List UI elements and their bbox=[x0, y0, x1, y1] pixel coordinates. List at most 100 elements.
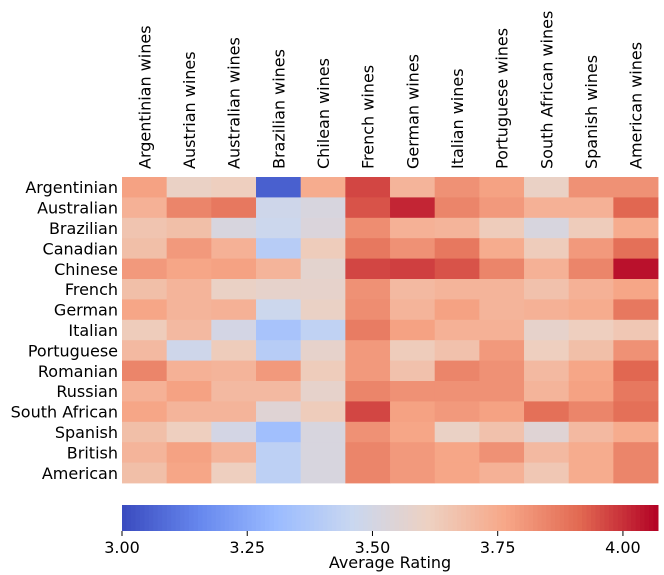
colorbar-slice bbox=[421, 505, 427, 531]
colorbar-slice bbox=[242, 505, 248, 531]
colorbar-tick-label: 3.50 bbox=[355, 538, 391, 557]
heatmap-cell bbox=[390, 299, 436, 321]
colorbar-slice bbox=[287, 505, 293, 531]
heatmap-cell bbox=[122, 258, 168, 280]
heatmap-cell bbox=[613, 442, 659, 463]
x-axis-tick-labels: Argentinian wines Austrian wines Australia… bbox=[135, 11, 645, 169]
colorbar-slice bbox=[541, 505, 547, 531]
y-tick-label: German bbox=[54, 301, 118, 320]
colorbar-slice bbox=[323, 505, 328, 531]
y-tick-label: British bbox=[67, 443, 118, 462]
colorbar-slice bbox=[331, 505, 337, 531]
colorbar-slice bbox=[251, 505, 257, 531]
colorbar-ticks: 3.00 3.25 3.50 3.75 4.00 bbox=[104, 531, 641, 557]
heatmap-cell bbox=[390, 197, 436, 219]
colorbar-slice bbox=[653, 505, 659, 531]
heatmap-cell bbox=[122, 381, 168, 402]
heatmap-cell bbox=[166, 238, 212, 259]
heatmap-cell bbox=[122, 442, 168, 463]
heatmap-cell bbox=[524, 217, 570, 239]
colorbar-slice bbox=[470, 505, 476, 531]
colorbar-slice bbox=[595, 505, 601, 531]
heatmap-cell bbox=[122, 299, 168, 321]
colorbar-slice bbox=[215, 505, 221, 531]
colorbar-slice bbox=[157, 505, 163, 531]
y-tick-label: French bbox=[65, 280, 118, 299]
heatmap-cell bbox=[434, 238, 480, 259]
heatmap-cell bbox=[300, 177, 346, 198]
y-tick-label: Italian bbox=[68, 321, 118, 340]
x-tick-label: Chilean wines bbox=[314, 58, 333, 169]
heatmap-cell bbox=[122, 340, 168, 361]
colorbar-slice bbox=[564, 505, 570, 531]
colorbar-slice bbox=[211, 505, 217, 531]
heatmap-cell bbox=[256, 319, 302, 341]
heatmap-cell bbox=[345, 421, 391, 443]
y-tick-label: Canadian bbox=[43, 239, 118, 258]
heatmap-cell bbox=[345, 340, 391, 361]
x-tick-label: Argentinian wines bbox=[135, 25, 154, 169]
colorbar-slice bbox=[497, 505, 503, 531]
x-tick-label: Italian wines bbox=[448, 68, 467, 169]
heatmap-cell bbox=[122, 360, 168, 382]
heatmap-cell bbox=[211, 279, 257, 300]
heatmap-cell bbox=[256, 442, 302, 463]
y-tick-label: American bbox=[42, 464, 118, 483]
heatmap-cell bbox=[345, 217, 391, 239]
heatmap-cell bbox=[434, 421, 480, 443]
colorbar-slice bbox=[220, 505, 226, 531]
colorbar-slice bbox=[291, 505, 297, 531]
heatmap-cell bbox=[211, 340, 257, 361]
colorbar-slice bbox=[345, 505, 351, 531]
colorbar-slice bbox=[139, 505, 145, 531]
colorbar-slice bbox=[452, 505, 458, 531]
colorbar-slice bbox=[130, 505, 136, 531]
heatmap-cell bbox=[434, 299, 480, 321]
colorbar-slice bbox=[416, 505, 422, 531]
heatmap-cell bbox=[256, 217, 302, 239]
heatmap-cell bbox=[390, 217, 436, 239]
heatmap-cell bbox=[479, 401, 525, 423]
heatmap-cell bbox=[613, 401, 659, 423]
heatmap-cell bbox=[568, 381, 614, 402]
colorbar-slice bbox=[501, 505, 507, 531]
heatmap-cell bbox=[613, 462, 659, 484]
colorbar-slice bbox=[180, 505, 186, 531]
heatmap-cell bbox=[256, 381, 302, 402]
colorbar-tick-label: 3.25 bbox=[229, 538, 265, 557]
heatmap-cell bbox=[390, 462, 436, 484]
heatmap-cell bbox=[390, 340, 436, 361]
heatmap-cell bbox=[256, 462, 302, 484]
heatmap-cell bbox=[345, 381, 391, 402]
colorbar-slice bbox=[260, 505, 266, 531]
heatmap-cell bbox=[524, 197, 570, 219]
heatmap-cell bbox=[345, 360, 391, 382]
colorbar-slice bbox=[314, 505, 320, 531]
x-tick-label: South African wines bbox=[537, 11, 556, 169]
colorbar-slice bbox=[573, 505, 579, 531]
heatmap-cell bbox=[613, 381, 659, 402]
colorbar-slice bbox=[586, 505, 592, 531]
heatmap-cell bbox=[568, 319, 614, 341]
heatmap-cell bbox=[211, 258, 257, 280]
colorbar-slice bbox=[381, 505, 387, 531]
heatmap-cell bbox=[345, 177, 391, 198]
heatmap-cell bbox=[122, 238, 168, 259]
heatmap-cell bbox=[524, 401, 570, 423]
heatmap-cell bbox=[479, 462, 525, 484]
colorbar-label: Average Rating bbox=[329, 553, 451, 572]
y-tick-label: Portuguese bbox=[28, 341, 118, 360]
colorbar-slice bbox=[443, 505, 449, 531]
colorbar-slice bbox=[336, 505, 342, 531]
colorbar-slice bbox=[273, 505, 279, 531]
heatmap-cell bbox=[122, 401, 168, 423]
x-tick-label: Austrian wines bbox=[180, 51, 199, 169]
heatmap-cell bbox=[390, 319, 436, 341]
heatmap-cell bbox=[256, 197, 302, 219]
colorbar-slice bbox=[122, 505, 127, 531]
y-tick-label: Chinese bbox=[54, 260, 118, 279]
heatmap-cell bbox=[122, 462, 168, 484]
colorbar-tick-label: 4.00 bbox=[605, 538, 641, 557]
